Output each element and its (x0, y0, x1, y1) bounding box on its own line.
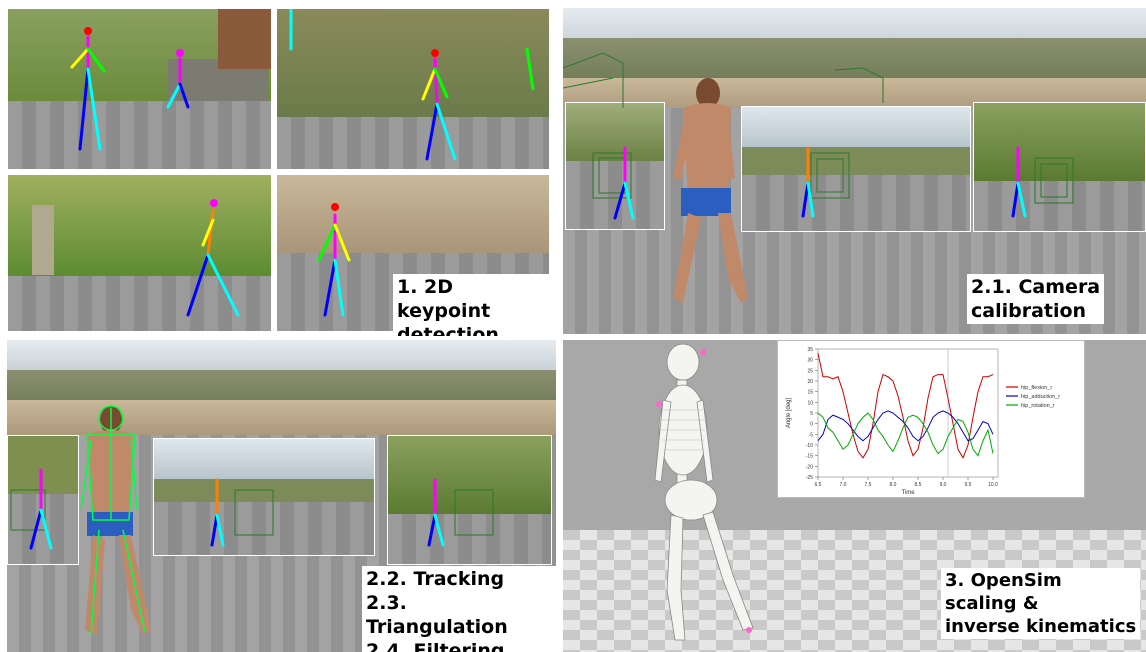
y-tick-label: 15 (807, 390, 813, 396)
legend-label: hip_adduction_r (1021, 394, 1060, 400)
skeleton-overlay (186, 199, 240, 317)
panel-camera-calibration: 2.1. Camera calibration (563, 8, 1146, 334)
series-line-hip_adduction_r (817, 410, 994, 442)
step-label-keypoint: 1. 2D keypoint detection (393, 274, 556, 336)
series-line-hip_rotation_r (817, 412, 994, 457)
x-tick-label: 10.0 (988, 482, 998, 488)
x-tick-label: 7.0 (840, 482, 847, 488)
y-tick-label: 35 (807, 347, 813, 353)
plot-area (817, 348, 999, 478)
x-tick-label: 6.5 (815, 482, 822, 488)
panel-tracking-triangulation: 2.2. Tracking 2.3. Triangulation 2.4. Fi… (7, 340, 556, 652)
series-line-hip_flexion_r (817, 353, 994, 459)
x-tick-label: 8.0 (890, 482, 897, 488)
x-axis-label: Time (901, 490, 915, 496)
keypoint-photo-1 (7, 8, 272, 170)
calibration-photo-3 (973, 102, 1146, 232)
label-line: 2.1. Camera (971, 276, 1101, 298)
step-label-calibration: 2.1. Camera calibration (967, 274, 1105, 324)
label-line: inverse kinematics (945, 616, 1137, 637)
y-tick-label: 0 (810, 422, 813, 428)
label-line: detection (397, 324, 499, 336)
legend-label: hip_rotation_r (1021, 403, 1055, 409)
y-tick-label: -20 (806, 464, 813, 470)
tracking-photo-1 (7, 435, 79, 565)
tracking-photo-3 (387, 435, 552, 565)
y-tick-label: 5 (810, 411, 813, 417)
x-tick-label: 7.5 (865, 482, 872, 488)
legend-label: hip_flexion_r (1021, 385, 1052, 391)
label-line: calibration (971, 300, 1087, 322)
x-tick-label: 8.5 (915, 482, 922, 488)
keypoint-photo-3 (7, 174, 272, 332)
label-line: 3. OpenSim (945, 570, 1062, 591)
joint-angle-plot: 35 30 25 20 15 10 5 0 -5 -10 -15 -20 -256.5 7.0 7.5 8.0… (786, 347, 1060, 496)
y-tick-label: -5 (809, 432, 814, 438)
y-tick-label: -15 (806, 454, 813, 460)
y-tick-label: -25 (806, 475, 813, 481)
label-line: 2.4. Filtering (366, 640, 505, 652)
step-label-tracking: 2.2. Tracking 2.3. Triangulation 2.4. Fi… (362, 566, 556, 652)
x-tick-label: 9.5 (965, 482, 972, 488)
joint-angle-chart: 35 30 25 20 15 10 5 0 -5 -10 -15 -20 -25 6.5 7.0 7.5 8.0… (777, 340, 1085, 498)
step-label-opensim: 3. OpenSim scaling & inverse kinematics (941, 568, 1141, 639)
calibration-subject (673, 78, 748, 303)
tracking-photo-2 (153, 438, 375, 556)
panel-keypoint-detection: 1. 2D keypoint detection (0, 0, 556, 336)
y-tick-label: 30 (807, 358, 813, 364)
calibration-photo-2 (741, 106, 971, 232)
label-line: 1. 2D keypoint (397, 276, 491, 322)
skeleton-overlay (317, 203, 351, 317)
panel-opensim: 35 30 25 20 15 10 5 0 -5 -10 -15 -20 -25 6.5 7.0 7.5 8.0… (563, 340, 1146, 652)
label-line: 2.3. Triangulation (366, 592, 508, 638)
opensim-skeleton (654, 343, 754, 641)
keypoint-photo-2 (276, 8, 550, 170)
y-axis-label: Angle [deg] (786, 397, 792, 428)
skeleton-overlay (70, 27, 190, 151)
y-tick-label: 20 (807, 379, 813, 385)
y-tick-label: 10 (807, 400, 813, 406)
x-tick-label: 9.0 (940, 482, 947, 488)
y-tick-label: 25 (807, 368, 813, 374)
label-line: 2.2. Tracking (366, 568, 505, 590)
camera-frustums (563, 52, 1074, 220)
skeleton-overlay (289, 9, 535, 161)
tracking-overlay (10, 405, 494, 636)
label-line: scaling & (945, 593, 1039, 614)
y-tick-label: -10 (806, 443, 813, 449)
